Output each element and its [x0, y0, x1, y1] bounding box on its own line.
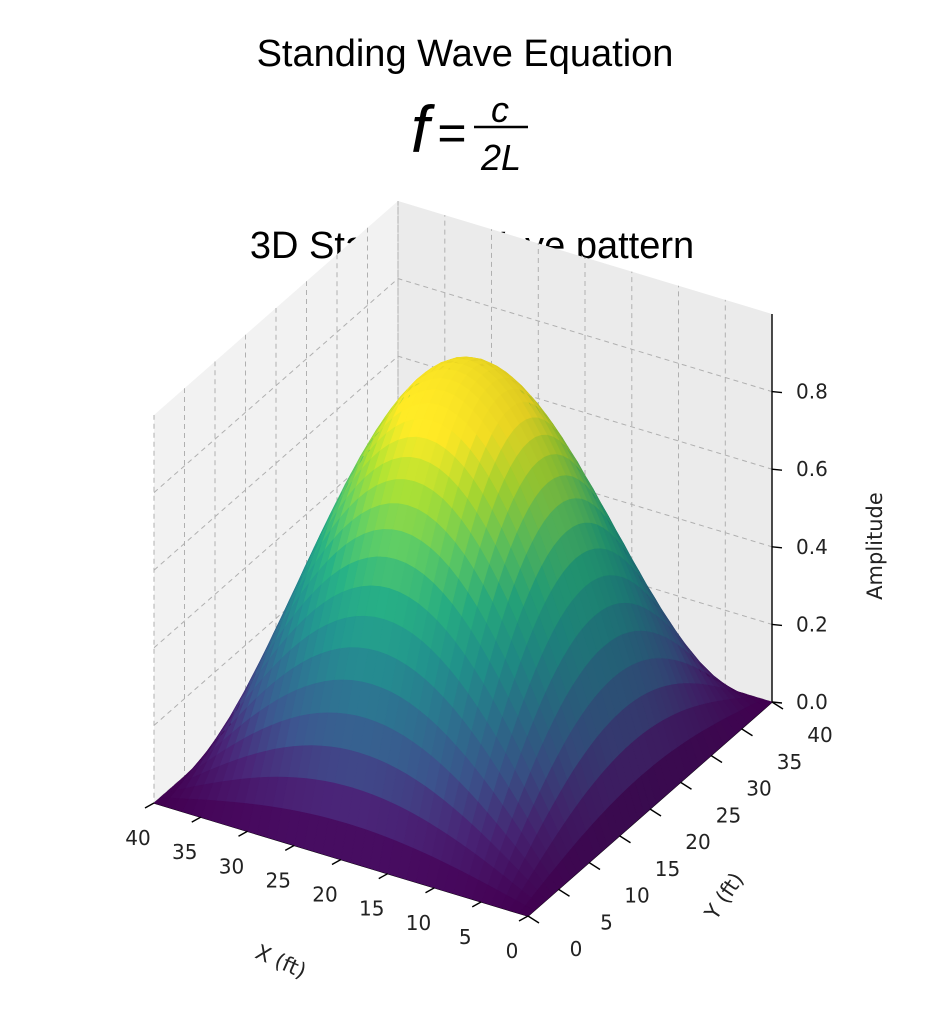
z-tick-mark	[771, 623, 783, 627]
y-tick-mark	[527, 915, 540, 924]
y-tick-mark	[558, 888, 570, 897]
y-tick-label: 30	[746, 777, 771, 801]
y-tick-mark	[649, 808, 662, 817]
y-tick-label: 0	[570, 937, 583, 961]
z-axis-label: Amplitude	[863, 492, 887, 600]
x-tick-label: 35	[172, 840, 197, 864]
y-tick-label: 25	[716, 803, 741, 827]
page-title: Standing Wave Equation	[257, 33, 674, 75]
y-tick-label: 20	[685, 830, 710, 854]
x-axis-label: X (ft)	[252, 940, 310, 983]
x-tick-mark	[425, 887, 435, 894]
x-tick-mark	[144, 802, 155, 809]
surface-facet	[153, 797, 170, 807]
x-tick-label: 5	[459, 925, 472, 949]
y-tick-label: 10	[624, 884, 649, 908]
x-tick-mark	[331, 858, 342, 866]
y-tick-label: 40	[807, 723, 832, 747]
x-tick-mark	[238, 830, 248, 837]
x-tick-mark	[378, 873, 389, 880]
x-tick-mark	[191, 816, 202, 823]
x-tick-mark	[471, 901, 482, 908]
equation-equals: =	[437, 105, 466, 161]
z-tick-label: 0.2	[796, 612, 828, 636]
y-tick-mark	[680, 781, 692, 790]
y-tick-label: 15	[655, 857, 680, 881]
z-tick-mark	[771, 390, 783, 394]
x-tick-label: 30	[219, 854, 244, 878]
z-tick-mark	[771, 546, 783, 549]
y-tick-mark	[619, 835, 631, 844]
gridline-z	[153, 355, 773, 571]
equation-numerator: c	[491, 89, 509, 130]
z-tick-label: 0.0	[796, 690, 828, 714]
surface-plot	[153, 356, 773, 917]
z-tick-label: 0.6	[796, 457, 828, 481]
equation-lhs: f	[411, 92, 436, 166]
x-tick-label: 20	[312, 883, 337, 907]
y-axis-label: Y (ft)	[699, 868, 748, 925]
x-tick-label: 10	[406, 911, 431, 935]
z-tick-mark	[771, 701, 783, 704]
x-tick-mark	[518, 915, 529, 922]
z-tick-label: 0.8	[796, 380, 828, 404]
y-tick-mark	[710, 754, 723, 764]
gridline-z	[153, 278, 773, 493]
y-tick-mark	[741, 728, 753, 737]
x-tick-label: 25	[266, 868, 291, 892]
y-tick-label: 35	[777, 750, 802, 774]
equation: f = c 2L	[411, 89, 528, 178]
z-tick-label: 0.4	[796, 535, 828, 559]
y-tick-label: 5	[600, 910, 613, 934]
x-tick-label: 40	[125, 826, 150, 850]
x-tick-label: 0	[506, 939, 519, 963]
y-tick-mark	[771, 701, 784, 710]
x-tick-mark	[284, 844, 295, 851]
y-tick-mark	[588, 861, 601, 871]
axis-ticks: 051015202530354005101520253035400.00.20.…	[125, 380, 832, 963]
x-tick-label: 15	[359, 897, 384, 921]
z-tick-mark	[771, 468, 783, 471]
equation-denominator: 2L	[480, 137, 521, 178]
